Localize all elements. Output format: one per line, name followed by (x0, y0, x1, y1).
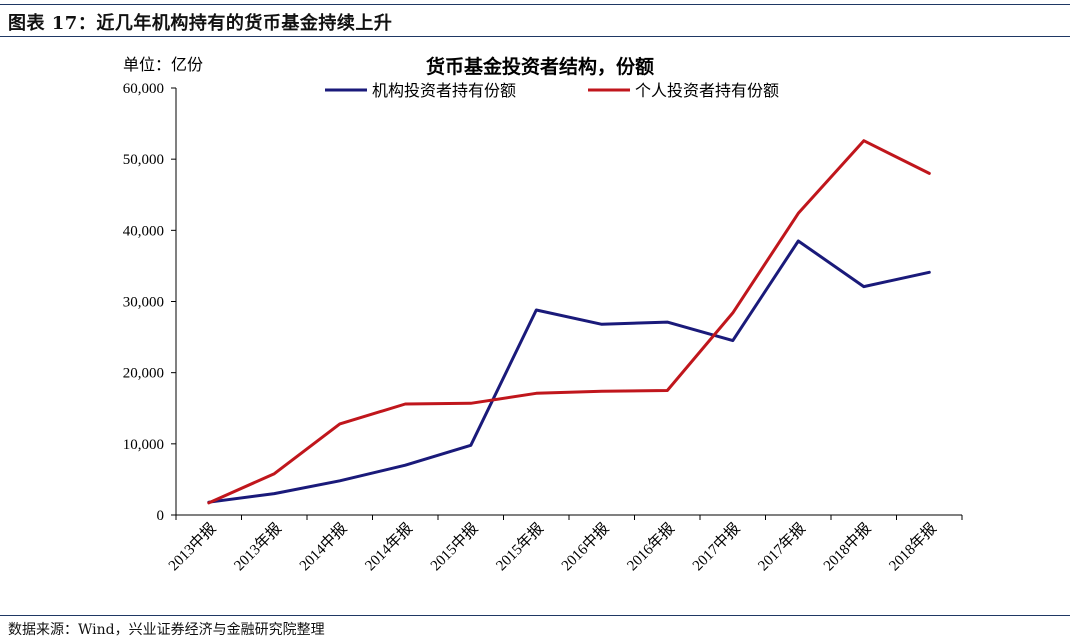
figure-footer: 数据来源：Wind，兴业证券经济与金融研究院整理 (0, 612, 1080, 640)
chart-area: 单位：亿份 货币基金投资者结构，份额 机构投资者持有份额 个人投资者持有份额 0 1… (123, 55, 963, 574)
y-tick-label: 50,000 (123, 152, 164, 168)
legend-label-2: 个人投资者持有份额 (635, 82, 779, 100)
series-line-1 (207, 239, 931, 504)
y-tick-label: 20,000 (123, 366, 164, 382)
y-axis: 0 10,000 20,000 30,000 40,000 50,000 60,000 (123, 81, 177, 524)
x-tick-label: 2017年报 (755, 520, 809, 574)
y-tick-label: 0 (157, 508, 165, 524)
x-tick-label: 2018年报 (886, 520, 940, 574)
x-tick-label: 2014中报 (296, 520, 350, 574)
source-note: 数据来源：Wind，兴业证券经济与金融研究院整理 (8, 622, 325, 638)
x-tick-label: 2016中报 (558, 520, 612, 574)
y-tick-label: 30,000 (123, 295, 164, 311)
series-line-2 (207, 139, 931, 505)
x-tick-label: 2018中报 (820, 520, 874, 574)
series-lines (207, 139, 931, 505)
unit-label: 单位：亿份 (123, 56, 203, 74)
x-axis: 2013中报 2013年报 2014中报 2014年报 2015中报 2015年报 2016… (165, 514, 963, 574)
x-tick-label: 2013中报 (165, 520, 219, 574)
y-tick-label: 10,000 (123, 437, 164, 453)
header-bottom-rule (0, 36, 1070, 37)
x-tick-label: 2015年报 (493, 520, 547, 574)
legend-label-1: 机构投资者持有份额 (372, 82, 516, 100)
legend: 机构投资者持有份额 个人投资者持有份额 (325, 82, 779, 100)
figure-title: 图表 17：近几年机构持有的货币基金持续上升 (8, 13, 393, 34)
footer-rule (0, 615, 1070, 616)
x-tick-label: 2014年报 (362, 520, 416, 574)
x-tick-label: 2017中报 (689, 520, 743, 574)
x-tick-label: 2013年报 (231, 520, 285, 574)
chart-title: 货币基金投资者结构，份额 (426, 55, 654, 78)
y-tick-label: 60,000 (123, 81, 164, 97)
y-tick-label: 40,000 (123, 223, 164, 239)
x-tick-label: 2016年报 (624, 520, 678, 574)
figure-header: 图表 17：近几年机构持有的货币基金持续上升 (0, 0, 1080, 40)
header-top-rule (0, 4, 1070, 5)
x-tick-label: 2015中报 (427, 520, 481, 574)
